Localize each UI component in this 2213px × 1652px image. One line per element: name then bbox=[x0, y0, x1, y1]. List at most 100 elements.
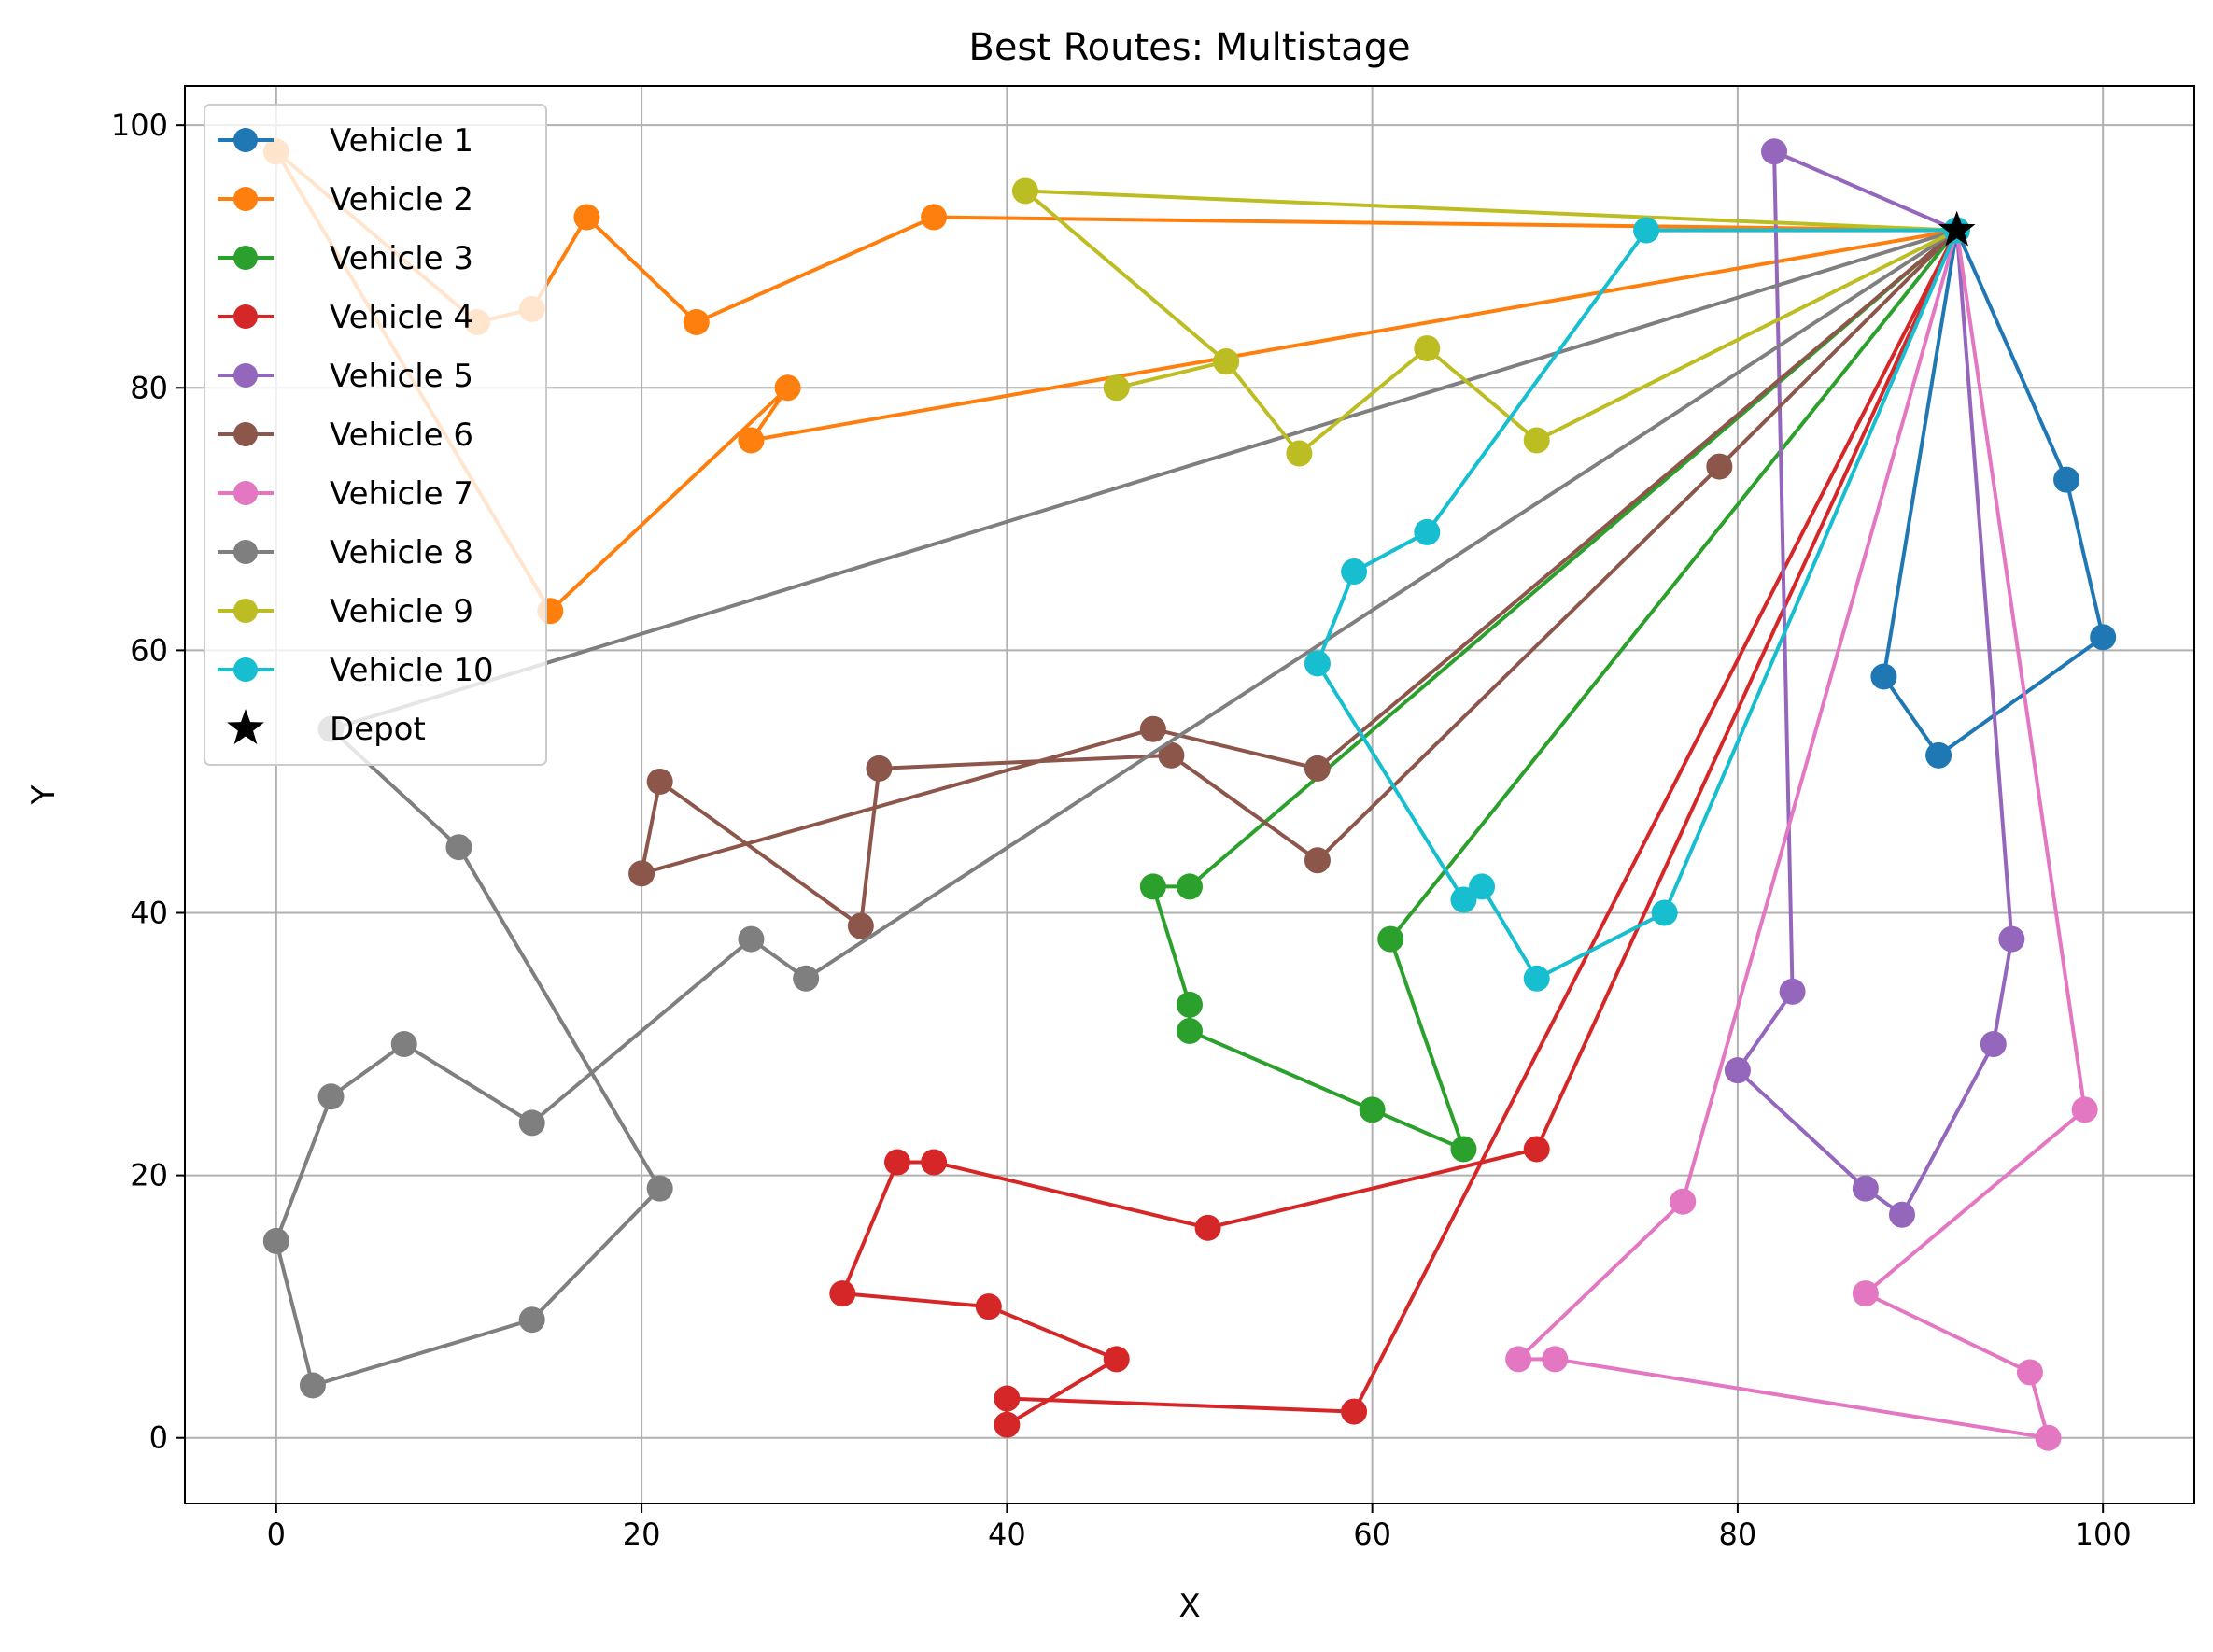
route-point bbox=[1158, 741, 1185, 769]
x-tick-label: 60 bbox=[1353, 1517, 1391, 1552]
legend-entry: Vehicle 5 bbox=[218, 358, 473, 395]
route-point bbox=[1450, 886, 1477, 913]
y-axis-title: Y bbox=[25, 784, 63, 805]
legend-entry: Vehicle 8 bbox=[218, 534, 473, 572]
legend-label: Vehicle 7 bbox=[330, 475, 473, 513]
x-tick-label: 20 bbox=[623, 1517, 661, 1552]
route-point bbox=[1304, 847, 1331, 874]
route-point bbox=[1706, 453, 1733, 480]
x-tick-label: 100 bbox=[2075, 1517, 2132, 1552]
chart-title: Best Routes: Multistage bbox=[968, 26, 1410, 69]
depot-marker bbox=[1938, 210, 1976, 247]
route-point bbox=[883, 1149, 910, 1176]
route-point bbox=[1998, 925, 2025, 953]
x-tick-label: 40 bbox=[988, 1517, 1026, 1552]
legend-swatch-marker bbox=[233, 363, 258, 388]
route-point bbox=[1286, 440, 1313, 467]
route-point bbox=[1852, 1280, 1879, 1307]
route-point bbox=[646, 768, 673, 795]
legend-box bbox=[204, 104, 547, 766]
route-point bbox=[1633, 217, 1660, 244]
legend-entry: Vehicle 3 bbox=[218, 240, 473, 277]
y-tick-label: 100 bbox=[111, 107, 168, 143]
route-point bbox=[518, 1306, 545, 1334]
legend-swatch-marker bbox=[233, 187, 258, 211]
route-point bbox=[1341, 1398, 1368, 1425]
legend-label: Vehicle 10 bbox=[330, 652, 494, 689]
route-point bbox=[2035, 1424, 2062, 1451]
route-point bbox=[994, 1385, 1021, 1412]
route-point bbox=[1304, 755, 1331, 782]
route-point bbox=[1177, 991, 1203, 1018]
route-point bbox=[1980, 1031, 2007, 1058]
route-point bbox=[1505, 1346, 1532, 1373]
route-point bbox=[866, 755, 893, 782]
legend-entry: Vehicle 7 bbox=[218, 475, 473, 513]
x-axis-title: X bbox=[1178, 1588, 1200, 1625]
route-point bbox=[1925, 741, 1952, 769]
legend-entry: Vehicle 10 bbox=[218, 652, 494, 689]
route-point bbox=[518, 1109, 545, 1137]
route-point bbox=[2071, 1096, 2098, 1123]
legend-label: Vehicle 2 bbox=[330, 181, 473, 219]
x-tick-label: 80 bbox=[1719, 1517, 1757, 1552]
legend-swatch-marker bbox=[233, 481, 258, 505]
grid bbox=[185, 86, 2194, 1504]
route-point bbox=[573, 204, 600, 231]
route-point bbox=[1194, 1214, 1221, 1241]
legend: Vehicle 1 Vehicle 2 Vehicle 3 Vehicle 4 Vehi… bbox=[204, 104, 547, 766]
legend-label: Vehicle 4 bbox=[330, 299, 473, 336]
route-point bbox=[683, 309, 710, 335]
route-point bbox=[646, 1175, 673, 1202]
route-point bbox=[1213, 348, 1240, 375]
series-vehicle-4 bbox=[829, 217, 1970, 1438]
legend-swatch-marker bbox=[233, 599, 258, 623]
route-point bbox=[1139, 873, 1166, 900]
legend-entry: Vehicle 9 bbox=[218, 593, 473, 630]
route-point bbox=[1359, 1096, 1386, 1123]
legend-swatch-marker bbox=[233, 657, 258, 682]
route-point bbox=[1177, 873, 1203, 900]
axes-frame bbox=[184, 85, 2195, 1504]
route-point bbox=[1542, 1346, 1569, 1373]
route-point bbox=[1377, 925, 1404, 953]
route-point bbox=[1414, 335, 1441, 362]
legend-swatch-marker bbox=[233, 304, 258, 329]
legend-swatch-marker bbox=[233, 540, 258, 564]
route-point bbox=[1523, 965, 1550, 992]
legend-swatch-marker bbox=[233, 128, 258, 152]
legend-label: Vehicle 1 bbox=[330, 122, 473, 160]
legend-depot-star bbox=[227, 709, 264, 744]
route-point bbox=[1469, 873, 1496, 900]
legend-swatch-marker bbox=[233, 246, 258, 270]
route-point bbox=[829, 1280, 856, 1307]
route-point bbox=[1139, 715, 1166, 742]
route-point bbox=[390, 1031, 417, 1058]
route-line bbox=[1882, 228, 2106, 757]
route-point bbox=[1888, 1201, 1915, 1228]
legend-label: Vehicle 9 bbox=[330, 593, 473, 630]
legend-label: Vehicle 5 bbox=[330, 358, 473, 395]
route-point bbox=[1852, 1175, 1879, 1202]
legend-label: Vehicle 8 bbox=[330, 534, 473, 572]
y-tick-label: 40 bbox=[130, 896, 168, 931]
route-point bbox=[774, 374, 801, 402]
depot-layer bbox=[1938, 210, 1976, 247]
route-point bbox=[738, 925, 765, 953]
legend-swatch-marker bbox=[233, 422, 258, 446]
y-tick-label: 80 bbox=[130, 370, 168, 405]
route-point bbox=[1779, 978, 1806, 1005]
route-point bbox=[1523, 427, 1550, 454]
legend-entry: Vehicle 4 bbox=[218, 299, 473, 336]
route-point bbox=[2016, 1359, 2043, 1386]
y-tick-label: 20 bbox=[130, 1158, 168, 1193]
legend-entry: Vehicle 2 bbox=[218, 181, 473, 219]
route-point bbox=[921, 1149, 948, 1176]
legend-entry: Vehicle 1 bbox=[218, 122, 473, 160]
route-point bbox=[445, 834, 472, 861]
route-point bbox=[738, 427, 765, 454]
legend-label: Vehicle 6 bbox=[330, 417, 473, 454]
route-point bbox=[1103, 1346, 1130, 1373]
route-point bbox=[1761, 138, 1788, 165]
